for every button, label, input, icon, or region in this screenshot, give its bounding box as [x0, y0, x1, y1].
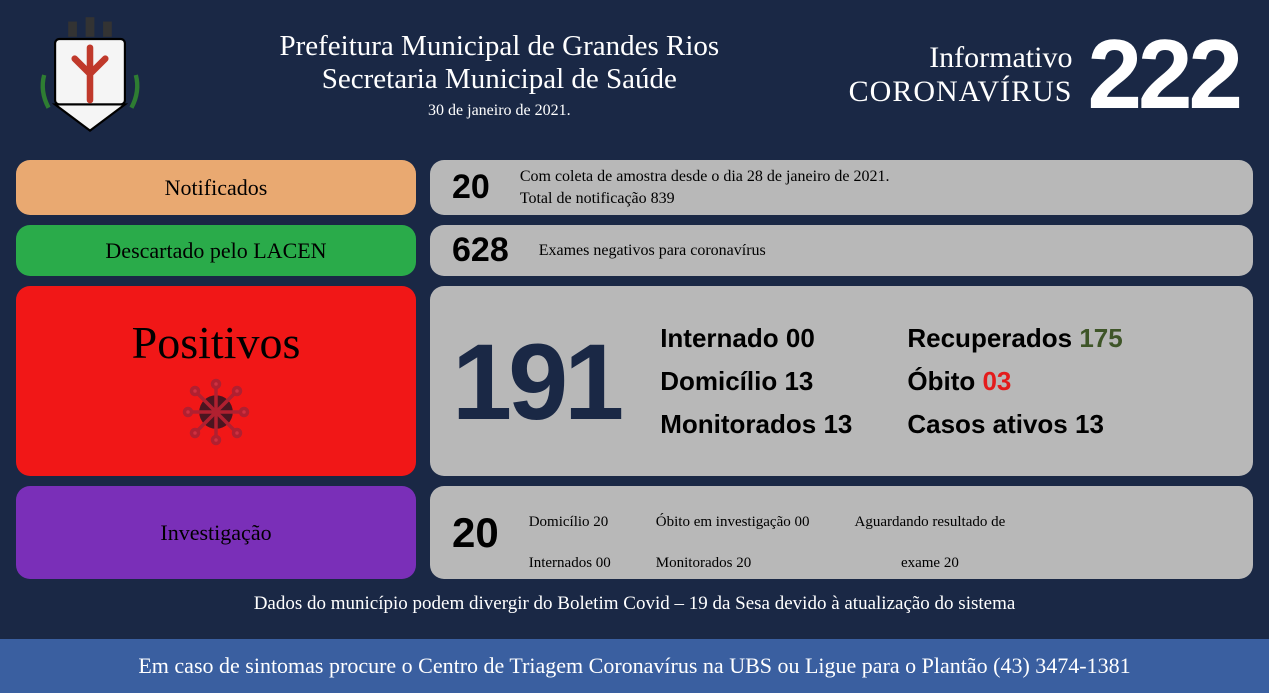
- bulletin-label-2: CORONAVÍRUS: [849, 75, 1073, 109]
- coronavirus-icon: [181, 377, 251, 447]
- report-date: 30 de janeiro de 2021.: [175, 102, 824, 120]
- pill-positivos-label: Positivos: [132, 316, 301, 369]
- pill-descartados: Descartado pelo LACEN: [16, 225, 416, 276]
- pill-investigacao: Investigação: [16, 486, 416, 579]
- notificados-desc: Com coleta de amostra desde o dia 28 de …: [520, 166, 890, 209]
- notificados-value: 20: [452, 168, 490, 207]
- pill-descartados-label: Descartado pelo LACEN: [105, 238, 326, 264]
- footer-contact: Em caso de sintomas procure o Centro de …: [0, 639, 1269, 693]
- positivos-breakdown: Internado 00 Domicílio 13 Monitorados 13…: [660, 317, 1123, 446]
- pill-investigacao-label: Investigação: [160, 520, 271, 546]
- disclaimer-text: Dados do município podem divergir do Bol…: [0, 593, 1269, 615]
- panel-descartados: 628 Exames negativos para coronavírus: [430, 225, 1253, 276]
- org-line-1: Prefeitura Municipal de Grandes Rios: [175, 30, 824, 63]
- pill-notificados-label: Notificados: [165, 175, 268, 201]
- positivos-value: 191: [452, 333, 620, 430]
- municipal-crest-icon: [30, 10, 150, 140]
- panel-notificados: 20 Com coleta de amostra desde o dia 28 …: [430, 160, 1253, 215]
- bulletin-label-1: Informativo: [849, 41, 1073, 75]
- bulletin-number: 222: [1087, 33, 1239, 116]
- org-line-2: Secretaria Municipal de Saúde: [175, 63, 824, 96]
- panel-positivos: 191 Internado 00 Domicílio 13 Monitorado…: [430, 286, 1253, 476]
- pill-positivos: Positivos: [16, 286, 416, 476]
- bulletin-block: Informativo CORONAVÍRUS 222: [849, 33, 1239, 116]
- row-positivos: Positivos 191: [16, 286, 1253, 476]
- investigacao-breakdown: Domicílio 20 Internados 00 Óbito em inve…: [529, 492, 1231, 573]
- investigacao-value: 20: [452, 509, 499, 557]
- row-descartados: Descartado pelo LACEN 628 Exames negativ…: [16, 225, 1253, 276]
- descartados-desc: Exames negativos para coronavírus: [539, 240, 766, 262]
- row-investigacao: Investigação 20 Domicílio 20 Internados …: [16, 486, 1253, 579]
- header: Prefeitura Municipal de Grandes Rios Sec…: [0, 0, 1269, 160]
- panel-investigacao: 20 Domicílio 20 Internados 00 Óbito em i…: [430, 486, 1253, 579]
- row-notificados: Notificados 20 Com coleta de amostra des…: [16, 160, 1253, 215]
- header-titles: Prefeitura Municipal de Grandes Rios Sec…: [175, 30, 824, 120]
- descartados-value: 628: [452, 231, 509, 270]
- pill-notificados: Notificados: [16, 160, 416, 215]
